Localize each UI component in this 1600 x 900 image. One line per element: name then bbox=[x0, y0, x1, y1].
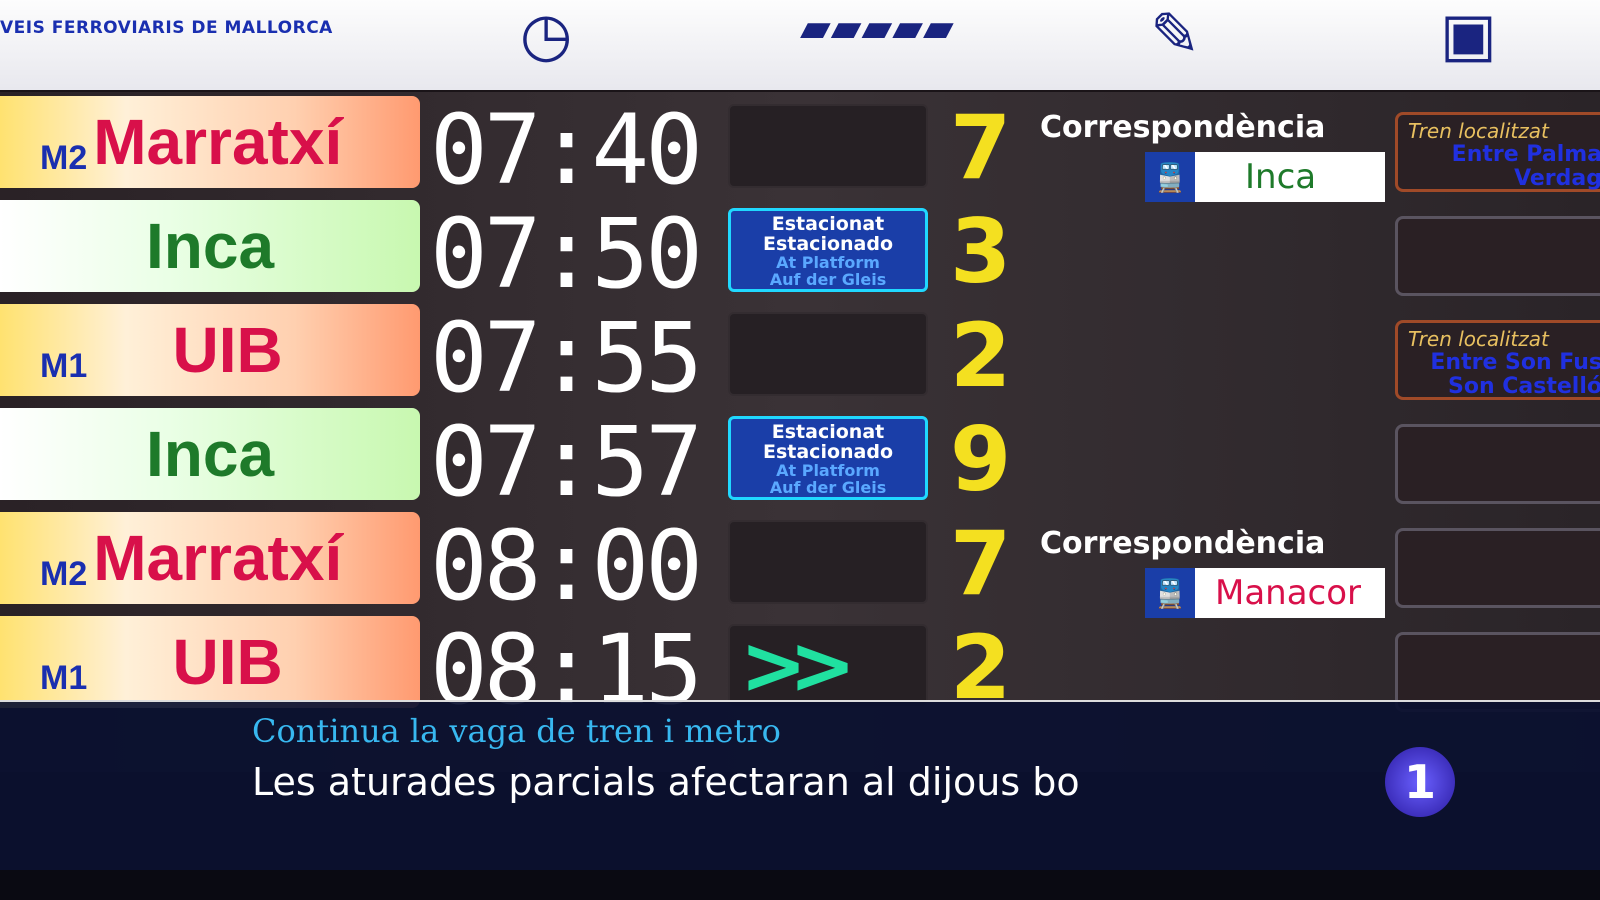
operator-logo-text: VEIS FERROVIARIS DE MALLORCA bbox=[0, 18, 333, 38]
departure-row: M1 UIB 07:55 2 Tren localitzat Entre Son F… bbox=[0, 300, 1600, 414]
location-box bbox=[1395, 424, 1600, 504]
destination-cell: M2 Marratxí bbox=[0, 512, 420, 604]
status-cell bbox=[728, 520, 928, 604]
connection-label: Correspondència bbox=[1040, 110, 1326, 145]
caption-kicker: Continua la vaga de tren i metro bbox=[252, 712, 781, 750]
location-box bbox=[1395, 632, 1600, 712]
news-caption: Continua la vaga de tren i metro Les atu… bbox=[0, 700, 1600, 870]
destination: Inca bbox=[145, 210, 275, 282]
departure-row: M2 Marratxí 08:00 7 Correspondència 🚆 Mana… bbox=[0, 508, 1600, 622]
location-title: Tren localitzat bbox=[1408, 327, 1549, 351]
destination-cell: M1 UIB bbox=[0, 304, 420, 396]
platform-number: 3 bbox=[950, 200, 1012, 303]
platform-number: 9 bbox=[950, 408, 1012, 511]
platform-number-icon: ▣ bbox=[1440, 0, 1497, 70]
status-cell bbox=[728, 312, 928, 396]
channel-logo: 1 bbox=[1385, 747, 1455, 817]
signpost-icon: ✎ bbox=[1150, 0, 1201, 70]
departure-row: M2 Marratxí 07:40 7 Correspondència 🚆 Inca… bbox=[0, 92, 1600, 206]
departure-time: 07:40 bbox=[430, 94, 703, 206]
connection-destination: Manacor bbox=[1215, 573, 1362, 613]
destination-cell: M1 UIB bbox=[0, 616, 420, 708]
status-cell: Estacionat Estacionado At Platform Auf der … bbox=[728, 416, 928, 500]
location-box: Tren localitzat Entre Palma Verdag bbox=[1395, 112, 1600, 192]
status-en: At Platform bbox=[776, 461, 880, 480]
board-header: VEIS FERROVIARIS DE MALLORCA ◷ ▰▰▰▰▰ ✎ ▣ bbox=[0, 0, 1600, 90]
destination-cell: M2 Marratxí bbox=[0, 96, 420, 188]
train-icon: 🚆 bbox=[1145, 152, 1195, 202]
departure-row: M1 UIB 08:15 >> 2 bbox=[0, 612, 1600, 726]
line-badge: M1 bbox=[40, 659, 88, 697]
departure-row: Inca 07:50 Estacionat Estacionado At Platf… bbox=[0, 196, 1600, 310]
departure-board: M2 Marratxí 07:40 7 Correspondència 🚆 Inca… bbox=[0, 92, 1600, 772]
destination: Marratxí bbox=[93, 522, 343, 594]
destination-cell: Inca bbox=[0, 200, 420, 292]
status-ca: Estacionat bbox=[771, 213, 885, 235]
location-box bbox=[1395, 528, 1600, 608]
departure-time: 07:55 bbox=[430, 302, 703, 414]
platform-number: 7 bbox=[950, 512, 1012, 615]
destination: UIB bbox=[172, 626, 283, 698]
connection-box: 🚆 Inca bbox=[1145, 152, 1385, 202]
status-de: Auf der Gleis bbox=[769, 270, 887, 289]
caption-headline: Les aturades parcials afectaran al dijou… bbox=[252, 760, 1080, 804]
departure-time: 08:00 bbox=[430, 510, 703, 622]
departure-row: Inca 07:57 Estacionat Estacionado At Platf… bbox=[0, 404, 1600, 518]
line-badge: M2 bbox=[40, 139, 88, 177]
status-es: Estacionado bbox=[762, 233, 894, 255]
status-es: Estacionado bbox=[762, 441, 894, 463]
line-badge: M1 bbox=[40, 347, 88, 385]
platform-number: 7 bbox=[950, 96, 1012, 199]
location-text: Entre Son Fus Son Castelló bbox=[1430, 350, 1600, 399]
line-badge: M2 bbox=[40, 555, 88, 593]
train-icon: 🚆 bbox=[1145, 568, 1195, 618]
departure-time: 07:50 bbox=[430, 198, 703, 310]
track-icon: ▰▰▰▰▰ bbox=[800, 5, 954, 51]
location-text: Entre Palma Verdag bbox=[1451, 142, 1600, 191]
clock-icon: ◷ bbox=[520, 0, 573, 70]
destination-cell: Inca bbox=[0, 408, 420, 500]
destination: Marratxí bbox=[93, 106, 343, 178]
arriving-arrows-icon: >> bbox=[728, 624, 928, 708]
platform-number: 2 bbox=[950, 304, 1012, 407]
destination: Inca bbox=[145, 418, 275, 490]
location-box: Tren localitzat Entre Son Fus Son Castell… bbox=[1395, 320, 1600, 400]
connection-destination: Inca bbox=[1245, 157, 1317, 197]
status-de: Auf der Gleis bbox=[769, 478, 887, 497]
status-en: At Platform bbox=[776, 253, 880, 272]
location-box bbox=[1395, 216, 1600, 296]
status-ca: Estacionat bbox=[771, 421, 885, 443]
connection-label: Correspondència bbox=[1040, 526, 1326, 561]
location-title: Tren localitzat bbox=[1408, 119, 1549, 143]
bottom-bar bbox=[0, 870, 1600, 900]
connection-box: 🚆 Manacor bbox=[1145, 568, 1385, 618]
destination: UIB bbox=[172, 314, 283, 386]
status-cell bbox=[728, 104, 928, 188]
status-cell: Estacionat Estacionado At Platform Auf der … bbox=[728, 208, 928, 292]
departure-time: 07:57 bbox=[430, 406, 703, 518]
